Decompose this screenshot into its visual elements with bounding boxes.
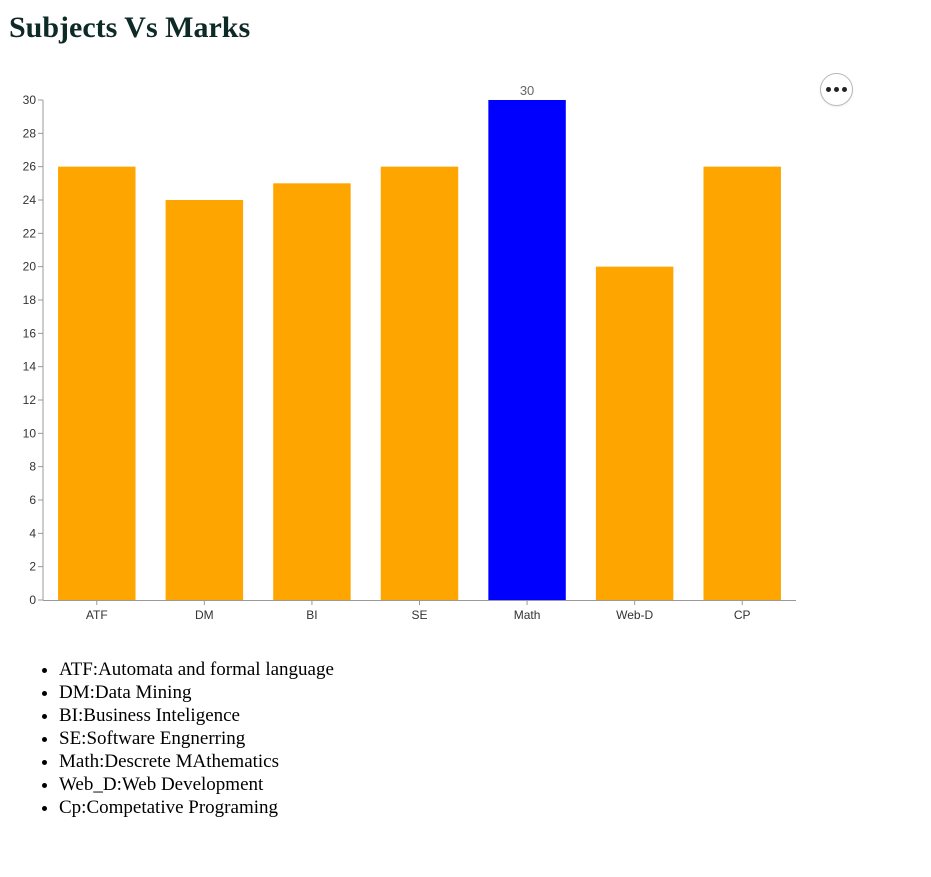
y-tick-label: 18 bbox=[23, 293, 37, 307]
legend-list-item: Cp:Competative Programing bbox=[59, 796, 334, 819]
legend-list-item: BI:Business Inteligence bbox=[59, 704, 334, 727]
legend-list-item: Web_D:Web Development bbox=[59, 773, 334, 796]
x-tick-label: DM bbox=[195, 608, 214, 622]
bar-math[interactable] bbox=[488, 100, 566, 600]
bar-web-d[interactable] bbox=[595, 266, 674, 600]
y-tick-label: 6 bbox=[29, 493, 36, 507]
y-tick-label: 8 bbox=[29, 460, 36, 474]
legend-list-item: SE:Software Engnerring bbox=[59, 727, 334, 750]
y-tick-label: 30 bbox=[23, 93, 37, 107]
y-tick-label: 24 bbox=[23, 193, 37, 207]
x-tick-label: BI bbox=[306, 608, 317, 622]
y-tick-label: 20 bbox=[23, 260, 37, 274]
x-tick-label: Math bbox=[514, 608, 541, 622]
bar-cp[interactable] bbox=[703, 166, 781, 600]
bar-chart: 0 2 4 6 8 10 12 14 16 18 20 22 24 26 28 30 ATF DM BI SE Math… bbox=[0, 70, 931, 630]
x-tick-label: Web-D bbox=[616, 608, 653, 622]
y-tick-label: 0 bbox=[29, 593, 36, 607]
legend-list-item: ATF:Automata and formal language bbox=[59, 658, 334, 681]
legend-list-item: Math:Descrete MAthematics bbox=[59, 750, 334, 773]
y-tick-label: 16 bbox=[23, 326, 37, 340]
bar-atf[interactable] bbox=[58, 166, 136, 600]
bar-se[interactable] bbox=[380, 166, 459, 600]
y-tick-label: 22 bbox=[23, 226, 37, 240]
data-label: 30 bbox=[520, 83, 534, 98]
y-tick-label: 14 bbox=[23, 360, 37, 374]
bar-bi[interactable] bbox=[273, 183, 351, 600]
subject-legend-list: ATF:Automata and formal languageDM:Data … bbox=[0, 658, 334, 819]
y-tick-label: 26 bbox=[23, 160, 37, 174]
y-tick-label: 2 bbox=[29, 560, 36, 574]
page-title: Subjects Vs Marks bbox=[9, 11, 251, 44]
x-tick-label: CP bbox=[734, 608, 751, 622]
more-horizontal-icon bbox=[826, 87, 847, 92]
bar-dm[interactable] bbox=[165, 200, 244, 600]
y-tick-label: 28 bbox=[23, 126, 37, 140]
y-tick-label: 12 bbox=[23, 393, 37, 407]
x-tick-label: SE bbox=[411, 608, 427, 622]
y-tick-label: 10 bbox=[23, 426, 37, 440]
legend-list-item: DM:Data Mining bbox=[59, 681, 334, 704]
y-tick-label: 4 bbox=[29, 526, 36, 540]
x-tick-label: ATF bbox=[86, 608, 108, 622]
chart-options-button[interactable] bbox=[820, 73, 853, 106]
